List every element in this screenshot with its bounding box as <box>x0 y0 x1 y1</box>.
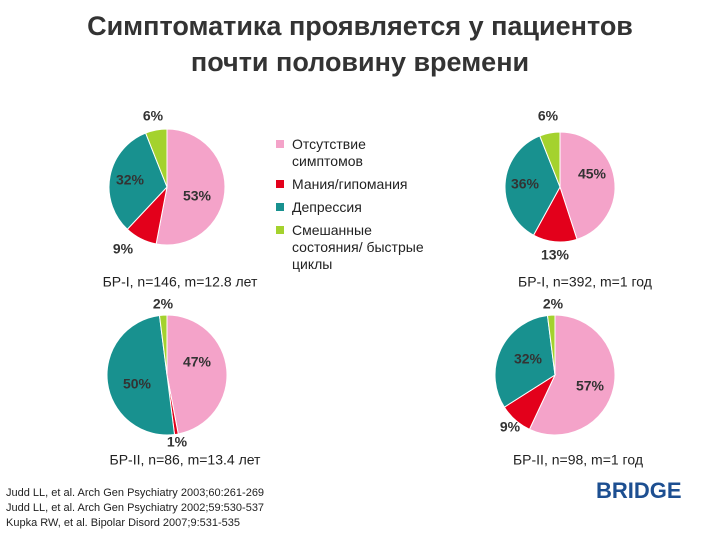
pie-slice <box>528 314 616 436</box>
legend-label: Депрессия <box>292 199 362 215</box>
slice-label: 2% <box>153 296 174 312</box>
legend-swatch <box>276 140 284 148</box>
legend-label: Смешанные состояния/ быстрые циклы <box>292 222 424 272</box>
legend-item: Мания/гипомания <box>276 176 426 193</box>
pie-slice <box>108 132 168 230</box>
legend: Отсутствие симптомов Мания/гипомания Депре… <box>276 136 426 279</box>
slice-label: 1% <box>167 434 188 450</box>
pie-slice <box>155 128 226 246</box>
pie-slice <box>494 314 556 408</box>
legend-label: Отсутствие симптомов <box>292 136 366 169</box>
pie-slice <box>158 314 168 376</box>
pie-slice <box>145 128 168 188</box>
reference: Judd LL, et al. Arch Gen Psychiatry 2003… <box>6 487 265 499</box>
slice-label: 53% <box>183 188 212 204</box>
pie-caption: БР-I, n=392, m=1 год <box>518 274 652 290</box>
references: Judd LL, et al. Arch Gen Psychiatry 2003… <box>6 486 264 531</box>
slice-label: 45% <box>578 166 607 182</box>
logo: BRIDGE <box>596 478 682 503</box>
pie-slice <box>559 131 616 240</box>
slice-label: 50% <box>123 376 152 392</box>
reference: Judd LL, et al. Arch Gen Psychiatry 2002… <box>6 502 265 514</box>
slice-label: 6% <box>143 108 164 124</box>
legend-item: Депрессия <box>276 199 426 216</box>
reference: Kupka RW, et al. Bipolar Disord 2007;9:5… <box>6 517 240 529</box>
pie-slice <box>546 314 556 376</box>
slice-label: 32% <box>514 351 543 367</box>
legend-swatch <box>276 203 284 211</box>
legend-item: Отсутствие симптомов <box>276 136 426 170</box>
pie-caption: БР-II, n=98, m=1 год <box>513 452 643 468</box>
pie-caption: БР-II, n=86, m=13.4 лет <box>110 452 262 468</box>
title: Симптоматика проявляется у пациентов поч… <box>87 11 633 77</box>
pie-slice <box>106 314 176 436</box>
legend-swatch <box>276 180 284 188</box>
slice-label: 32% <box>116 172 145 188</box>
pie-slice <box>166 314 228 435</box>
slice-label: 9% <box>500 419 521 435</box>
slice-label: 57% <box>576 378 605 394</box>
slice-label: 2% <box>543 296 564 312</box>
slice-label: 13% <box>541 247 570 263</box>
slice-label: 36% <box>511 176 540 192</box>
legend-label: Мания/гипомания <box>292 176 408 192</box>
slice-label: 6% <box>538 108 559 124</box>
legend-swatch <box>276 226 284 234</box>
pie-slice <box>504 135 561 236</box>
pie-caption: БР-I, n=146, m=12.8 лет <box>103 274 258 290</box>
slice-label: 9% <box>113 241 134 257</box>
slice-label: 47% <box>183 354 212 370</box>
legend-item: Смешанные состояния/ быстрые циклы <box>276 222 426 273</box>
pie-slice <box>539 131 561 188</box>
